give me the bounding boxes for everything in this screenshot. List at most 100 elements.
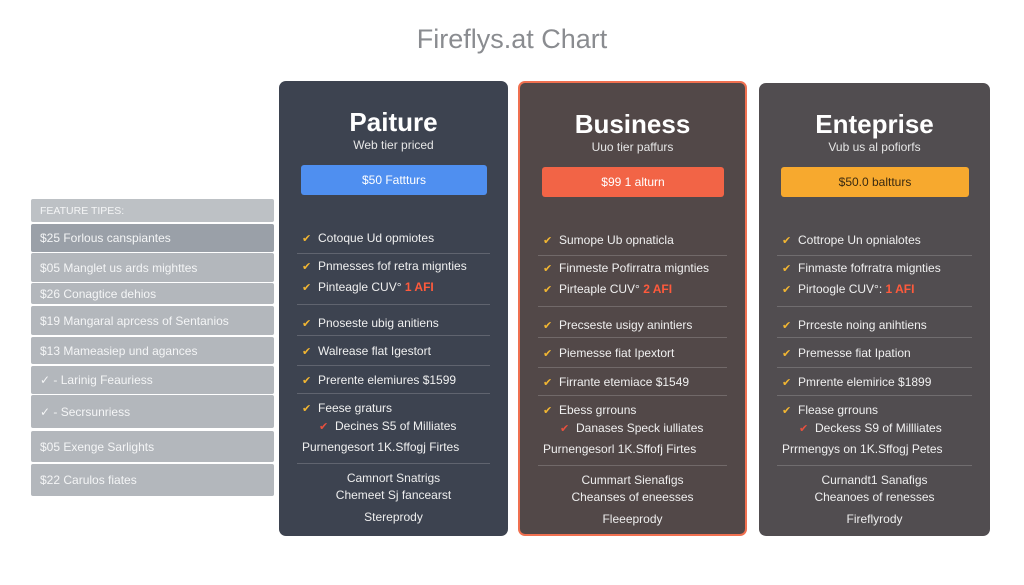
plan-footer-text: Cummart Sienafigs bbox=[581, 473, 684, 487]
feature-label: Sumope Ub opnaticla bbox=[559, 233, 674, 247]
feature-table-row[interactable]: ✓ - Secrsunriess bbox=[31, 395, 274, 428]
plan-footer-text: Camnort Snatrigs bbox=[346, 471, 441, 485]
feature-item: ✔ Pirtoogle CUV°: 1 AFI bbox=[782, 282, 914, 296]
feature-item: ✔ Pmrente elemirice $1899 bbox=[782, 375, 931, 389]
check-icon: ✔ bbox=[782, 320, 792, 332]
feature-label: Firrante etemiace $1549 bbox=[559, 375, 690, 389]
feature-item: ✔ Pnmesses fof retra mignties bbox=[302, 259, 467, 273]
pricing-card-business: Business Uuo tier paffurs $99 1 alturn ✔ S… bbox=[518, 81, 747, 536]
divider bbox=[777, 337, 972, 338]
plan-subtitle: Uuo tier paffurs bbox=[591, 140, 674, 154]
divider bbox=[777, 395, 972, 396]
feature-item: ✔ Precseste usigy anintiers bbox=[543, 318, 692, 332]
plan-footer-text: Cheanses of eneesses bbox=[571, 490, 694, 504]
check-icon: ✔ bbox=[302, 346, 312, 358]
feature-item: ✔ Ebess grrouns bbox=[543, 403, 636, 417]
divider bbox=[538, 465, 727, 466]
feature-label: Purnengesort 1K.Sffogj Firtes bbox=[302, 440, 460, 454]
feature-label: Precseste usigy anintiers bbox=[559, 318, 693, 332]
plan-footer-text: Cheanoes of renesses bbox=[814, 490, 935, 504]
check-icon: ✔ bbox=[543, 235, 553, 247]
feature-label: Pmrente elemirice $1899 bbox=[798, 375, 932, 389]
pricing-card-paiture: Paiture Web tier priced $50 Fattturs ✔ Cot… bbox=[279, 81, 508, 536]
plan-footer-text: Fireflyrody bbox=[846, 512, 903, 526]
check-icon: ✔ bbox=[302, 261, 312, 273]
feature-item: ✔ Prerente elemiures $1599 bbox=[302, 373, 456, 387]
feature-item: ✔ Premesse fiat Ipation bbox=[782, 346, 911, 360]
feature-label: Finmaste fofrratra mignties bbox=[798, 261, 941, 275]
feature-table-row[interactable]: $05 Manglet us ards mighttes bbox=[31, 253, 274, 282]
feature-label: Deckess S9 of Millliates bbox=[815, 421, 942, 435]
feature-item: ✔ Deckess S9 of Millliates bbox=[799, 421, 942, 435]
plan-price-button[interactable]: $50 Fattturs bbox=[301, 165, 487, 195]
plan-price-button[interactable]: $99 1 alturn bbox=[542, 167, 724, 197]
check-icon: ✔ bbox=[543, 348, 553, 360]
feature-label: Piemesse fiat Ipextort bbox=[559, 346, 675, 360]
check-icon: ✔ bbox=[782, 235, 792, 247]
check-icon: ✔ bbox=[302, 403, 312, 415]
plan-footer-text: Chemeet Sj fancearst bbox=[335, 488, 452, 502]
check-icon: ✔ bbox=[319, 421, 329, 433]
divider bbox=[297, 304, 490, 305]
check-icon: ✔ bbox=[302, 318, 312, 330]
feature-item: ✔ Prrceste noing anihtiens bbox=[782, 318, 927, 332]
feature-table-row[interactable]: $25 Forlous canspiantes bbox=[31, 224, 274, 252]
plan-name: Business bbox=[574, 109, 691, 139]
check-icon: ✔ bbox=[560, 423, 570, 435]
feature-label: Pnoseste ubig anitiens bbox=[318, 316, 439, 330]
plan-footer-text: Curnandt1 Sanafigs bbox=[821, 473, 928, 487]
plan-footer-text: Fleeeprody bbox=[602, 512, 663, 526]
feature-label: Prerente elemiures $1599 bbox=[318, 373, 457, 387]
feature-table-row[interactable]: $26 Conagtice dehios bbox=[31, 283, 274, 304]
feature-label: Prrceste noing anihtiens bbox=[798, 318, 927, 332]
feature-item: ✔ Piemesse fiat Ipextort bbox=[543, 346, 674, 360]
feature-item: Purnengesorl 1K.Sffofj Firtes bbox=[543, 442, 696, 456]
check-icon: ✔ bbox=[302, 233, 312, 245]
feature-table-row[interactable]: $05 Exenge Sarlights bbox=[31, 431, 274, 462]
feature-table-row[interactable]: ✓ - Larinig Feauriess bbox=[31, 366, 274, 394]
feature-label: Pinteagle CUV° bbox=[318, 280, 402, 294]
divider bbox=[777, 306, 972, 307]
pricing-card-enteprise: Enteprise Vub us al pofiorfs $50.0 baltt… bbox=[759, 83, 990, 536]
feature-item: ✔ Cotoque Ud opmiotes bbox=[302, 231, 434, 245]
feature-label: Purnengesorl 1K.Sffofj Firtes bbox=[543, 442, 697, 456]
feature-item: ✔ Feese graturs bbox=[302, 401, 392, 415]
divider bbox=[777, 255, 972, 256]
feature-table-row[interactable]: $13 Mameasiep und agances bbox=[31, 337, 274, 364]
divider bbox=[538, 367, 727, 368]
plan-footer-text: Stereprody bbox=[364, 510, 423, 524]
check-icon: ✔ bbox=[782, 263, 792, 275]
feature-highlight: 1 AFI bbox=[404, 280, 434, 294]
feature-item: Prrmengys on 1K.Sffogj Petes bbox=[782, 442, 943, 456]
divider bbox=[777, 465, 972, 466]
feature-item: ✔ Sumope Ub opnaticla bbox=[543, 233, 674, 247]
check-icon: ✔ bbox=[799, 423, 809, 435]
check-icon: ✔ bbox=[782, 405, 792, 417]
feature-item: ✔ Finmeste Pofirratra mignties bbox=[543, 261, 709, 275]
feature-item: ✔ Firrante etemiace $1549 bbox=[543, 375, 689, 389]
check-icon: ✔ bbox=[543, 284, 553, 296]
divider bbox=[297, 335, 490, 336]
divider bbox=[777, 367, 972, 368]
feature-item: ✔ Flease grrouns bbox=[782, 403, 878, 417]
feature-label: Flease grrouns bbox=[798, 403, 879, 417]
check-icon: ✔ bbox=[302, 282, 312, 294]
plan-subtitle: Vub us al pofiorfs bbox=[828, 140, 921, 154]
feature-label: Walrease flat Igestort bbox=[318, 344, 431, 358]
divider bbox=[538, 337, 727, 338]
feature-label: Prrmengys on 1K.Sffogj Petes bbox=[782, 442, 943, 456]
divider bbox=[297, 253, 490, 254]
check-icon: ✔ bbox=[302, 375, 312, 387]
feature-label: Ebess grrouns bbox=[559, 403, 637, 417]
feature-item: ✔ Danases Speck iulliates bbox=[560, 421, 703, 435]
feature-label: Pnmesses fof retra mignties bbox=[318, 259, 467, 273]
divider bbox=[297, 393, 490, 394]
feature-table-header: FEATURE TIPES: bbox=[31, 199, 274, 222]
check-icon: ✔ bbox=[782, 377, 792, 389]
feature-table-row[interactable]: $22 Carulos fiates bbox=[31, 464, 274, 496]
feature-item: ✔ Pinteagle CUV° 1 AFI bbox=[302, 280, 434, 294]
plan-price-button[interactable]: $50.0 baltturs bbox=[781, 167, 969, 197]
check-icon: ✔ bbox=[782, 284, 792, 296]
feature-table-row[interactable]: $19 Mangaral aprcess of Sentanios bbox=[31, 306, 274, 335]
page-title: Fireflys.at Chart bbox=[416, 24, 608, 54]
